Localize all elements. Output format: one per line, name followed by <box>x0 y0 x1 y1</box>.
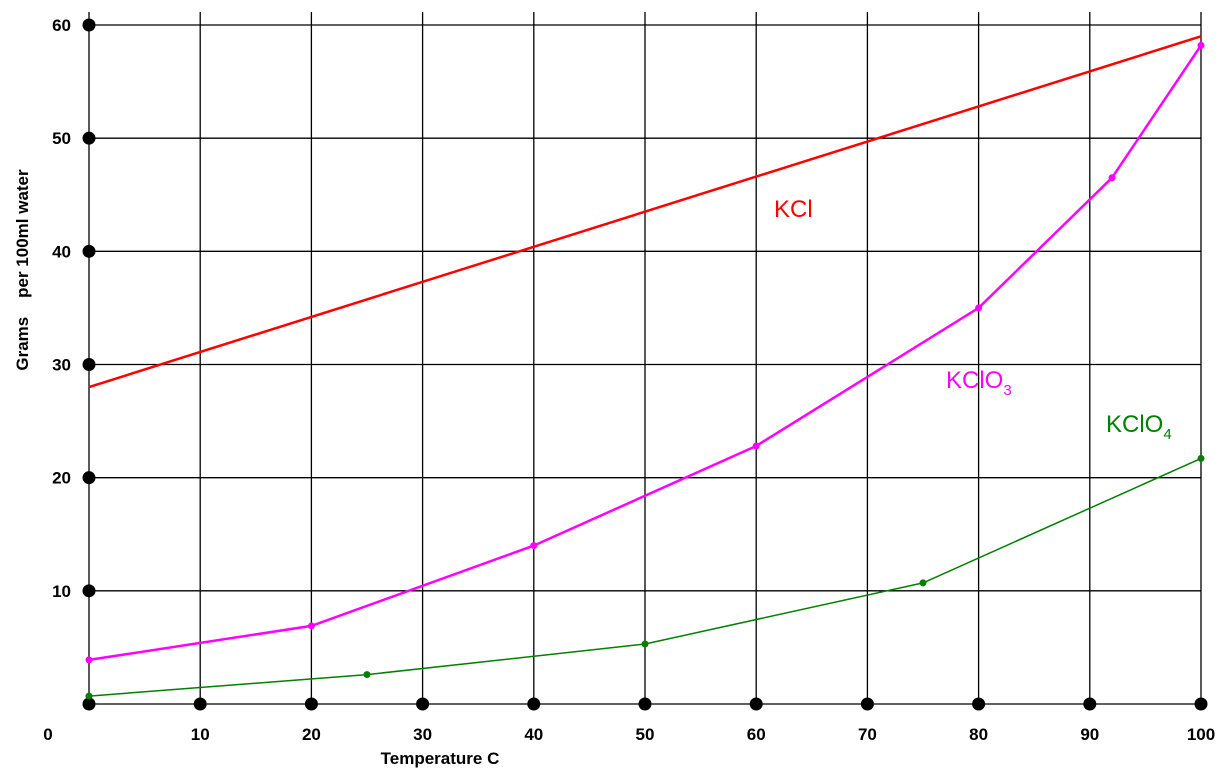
x-tick-label: 40 <box>524 725 543 744</box>
y-tick-label: 60 <box>52 16 71 35</box>
series-label-kclo4: KClO4 <box>1106 411 1172 443</box>
x-axis-dot <box>82 697 96 711</box>
x-tick-label: 20 <box>302 725 321 744</box>
y-tick-label: 30 <box>52 356 71 375</box>
x-tick-label: 50 <box>636 725 655 744</box>
data-point-kclo4 <box>919 579 927 587</box>
data-point-kclo4 <box>641 640 649 648</box>
y-axis-title: Grams per 100ml water <box>13 169 32 371</box>
tick-labels: 10 20 30 40 50 60 70 80 90 100 10 20 30 40 50 60 <box>52 16 1215 744</box>
data-point-kclo3 <box>1197 41 1205 49</box>
data-point-kclo3 <box>85 656 93 664</box>
series-lines <box>85 35 1205 700</box>
x-axis-dot <box>972 697 986 711</box>
x-axis-dot <box>416 697 430 711</box>
x-axis-dot <box>749 697 763 711</box>
x-tick-label: 60 <box>747 725 766 744</box>
x-axis-dot <box>638 697 652 711</box>
data-point-kclo3 <box>307 622 315 630</box>
x-tick-label: 80 <box>969 725 988 744</box>
y-tick-label: 50 <box>52 129 71 148</box>
x-tick-label: 100 <box>1187 725 1215 744</box>
data-point-kclo4 <box>1197 454 1205 462</box>
y-axis-dot <box>82 358 96 371</box>
data-point-kclo4 <box>85 692 93 700</box>
x-tick-label: 70 <box>858 725 877 744</box>
y-tick-label: 40 <box>52 242 71 261</box>
data-point-kclo3 <box>975 304 983 312</box>
y-axis-dot <box>82 18 96 32</box>
data-point-kclo3 <box>1108 174 1116 182</box>
x-tick-label: 10 <box>191 725 210 744</box>
x-axis-title: Temperature C <box>381 749 500 768</box>
y-axis-dot <box>82 584 96 598</box>
grid <box>88 12 1202 705</box>
data-point-kclo3 <box>530 542 538 550</box>
y-axis-dot <box>82 131 96 145</box>
y-tick-label: 20 <box>52 469 71 488</box>
y-axis-dot <box>82 471 96 485</box>
x-tick-label: 30 <box>413 725 432 744</box>
x-axis-dot <box>1194 697 1208 711</box>
data-point-kclo3 <box>752 442 760 450</box>
axis-markers <box>82 18 1208 711</box>
y-axis-dot <box>82 244 96 258</box>
series-line-kcl <box>88 35 1202 389</box>
x-axis-dot <box>193 697 207 711</box>
y-tick-label: 10 <box>52 582 71 601</box>
origin-label: 0 <box>43 725 52 744</box>
series-label-kcl: KCl <box>774 196 813 223</box>
x-axis-dot <box>304 697 318 711</box>
x-axis-dot <box>527 697 541 711</box>
x-axis-dot <box>860 697 874 711</box>
data-point-kclo4 <box>363 671 371 679</box>
x-axis-dot <box>1083 697 1097 711</box>
x-tick-label: 90 <box>1080 725 1099 744</box>
series-label-kclo3: KClO3 <box>946 367 1012 399</box>
